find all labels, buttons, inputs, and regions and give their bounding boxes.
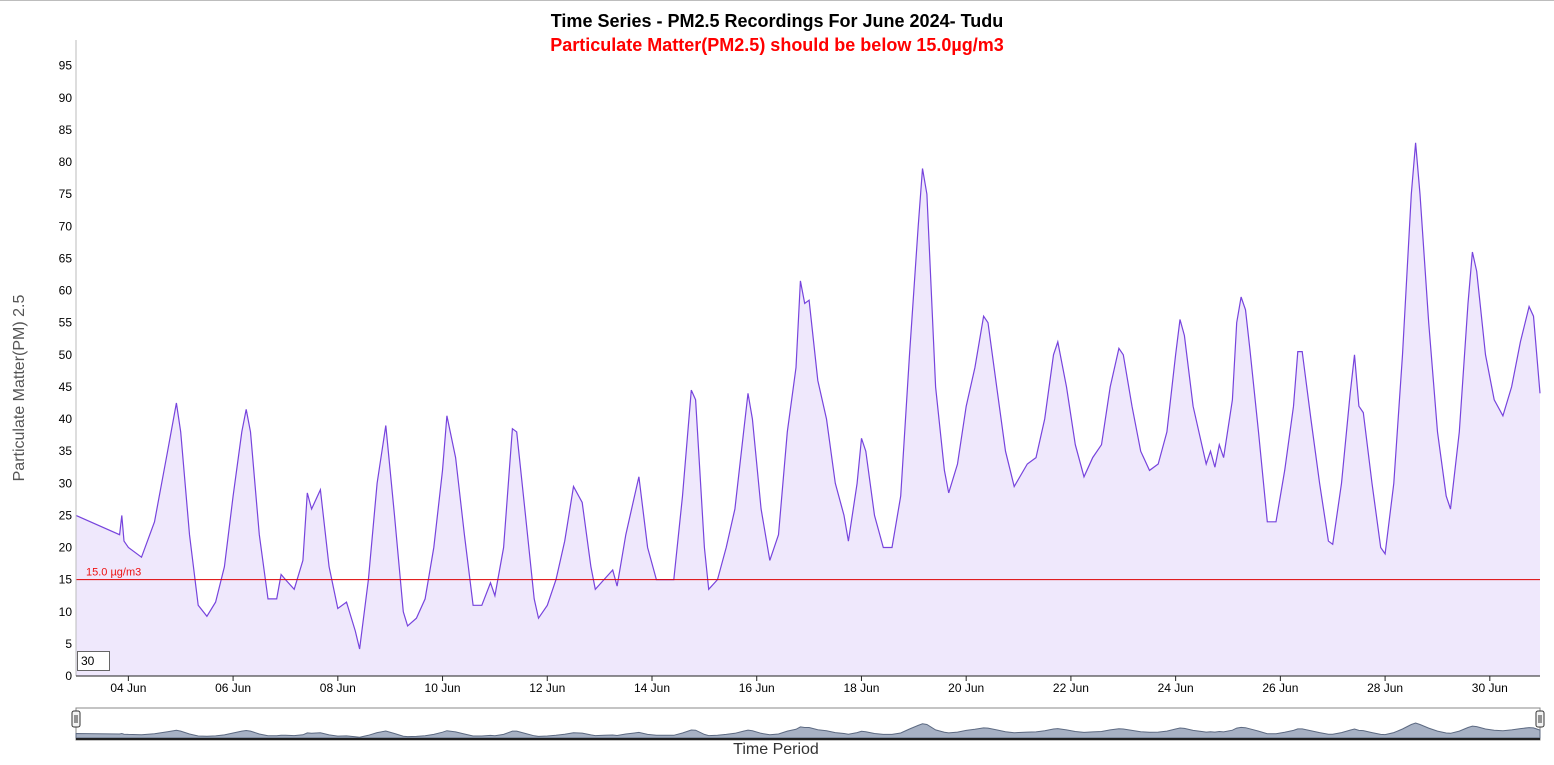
x-tick-label: 16 Jun bbox=[739, 681, 775, 695]
x-tick-label: 14 Jun bbox=[634, 681, 670, 695]
chart-subtitle: Particulate Matter(PM2.5) should be belo… bbox=[550, 35, 1003, 55]
x-tick-label: 20 Jun bbox=[948, 681, 984, 695]
y-tick-label: 30 bbox=[59, 476, 73, 490]
y-tick-label: 55 bbox=[59, 316, 73, 330]
x-tick-label: 04 Jun bbox=[110, 681, 146, 695]
chart-title: Time Series - PM2.5 Recordings For June … bbox=[551, 11, 1003, 31]
y-axis-ticks: 0 5 10 15 20 25 30 35 40 45 50 55 60 65 70 75 80 85 90 95 bbox=[59, 59, 73, 683]
x-tick-label: 30 Jun bbox=[1472, 681, 1508, 695]
x-tick-label: 22 Jun bbox=[1053, 681, 1089, 695]
y-tick-label: 50 bbox=[59, 348, 73, 362]
y-tick-label: 25 bbox=[59, 508, 73, 522]
y-axis-label: Particulate Matter(PM) 2.5 bbox=[11, 295, 28, 482]
x-tick-label: 18 Jun bbox=[843, 681, 879, 695]
x-tick-label: 10 Jun bbox=[425, 681, 461, 695]
y-tick-label: 70 bbox=[59, 219, 73, 233]
navigator-left-handle[interactable] bbox=[71, 710, 81, 728]
x-tick-label: 12 Jun bbox=[529, 681, 565, 695]
x-tick-label: 08 Jun bbox=[320, 681, 356, 695]
y-tick-label: 85 bbox=[59, 123, 73, 137]
y-tick-label: 75 bbox=[59, 187, 73, 201]
y-tick-label: 40 bbox=[59, 412, 73, 426]
y-tick-label: 45 bbox=[59, 380, 73, 394]
rolling-period-input[interactable] bbox=[77, 651, 110, 671]
y-tick-label: 20 bbox=[59, 541, 73, 555]
y-tick-label: 80 bbox=[59, 155, 73, 169]
y-tick-label: 15 bbox=[59, 573, 73, 587]
y-tick-label: 60 bbox=[59, 284, 73, 298]
range-navigator[interactable] bbox=[71, 707, 1545, 741]
pm25-area-fill bbox=[76, 142, 1540, 677]
y-tick-label: 90 bbox=[59, 91, 73, 105]
navigator-right-handle[interactable] bbox=[1535, 710, 1545, 728]
threshold-label: 15.0 µg/m3 bbox=[86, 567, 141, 579]
x-axis-label: Time Period bbox=[733, 741, 819, 758]
y-tick-label: 5 bbox=[65, 637, 72, 651]
y-tick-label: 95 bbox=[59, 59, 73, 73]
x-tick-label: 24 Jun bbox=[1158, 681, 1194, 695]
x-axis-ticks: 04 Jun 06 Jun 08 Jun 10 Jun 12 Jun 14 Jun 16 J… bbox=[110, 676, 1508, 695]
x-tick-label: 06 Jun bbox=[215, 681, 251, 695]
pm25-series-line bbox=[75, 142, 1541, 650]
y-tick-label: 0 bbox=[65, 669, 72, 683]
top-border bbox=[0, 0, 1554, 1]
x-tick-label: 26 Jun bbox=[1262, 681, 1298, 695]
navigator-overview bbox=[75, 722, 1541, 739]
y-tick-label: 65 bbox=[59, 251, 73, 265]
y-tick-label: 35 bbox=[59, 444, 73, 458]
x-tick-label: 28 Jun bbox=[1367, 681, 1403, 695]
y-tick-label: 10 bbox=[59, 605, 73, 619]
